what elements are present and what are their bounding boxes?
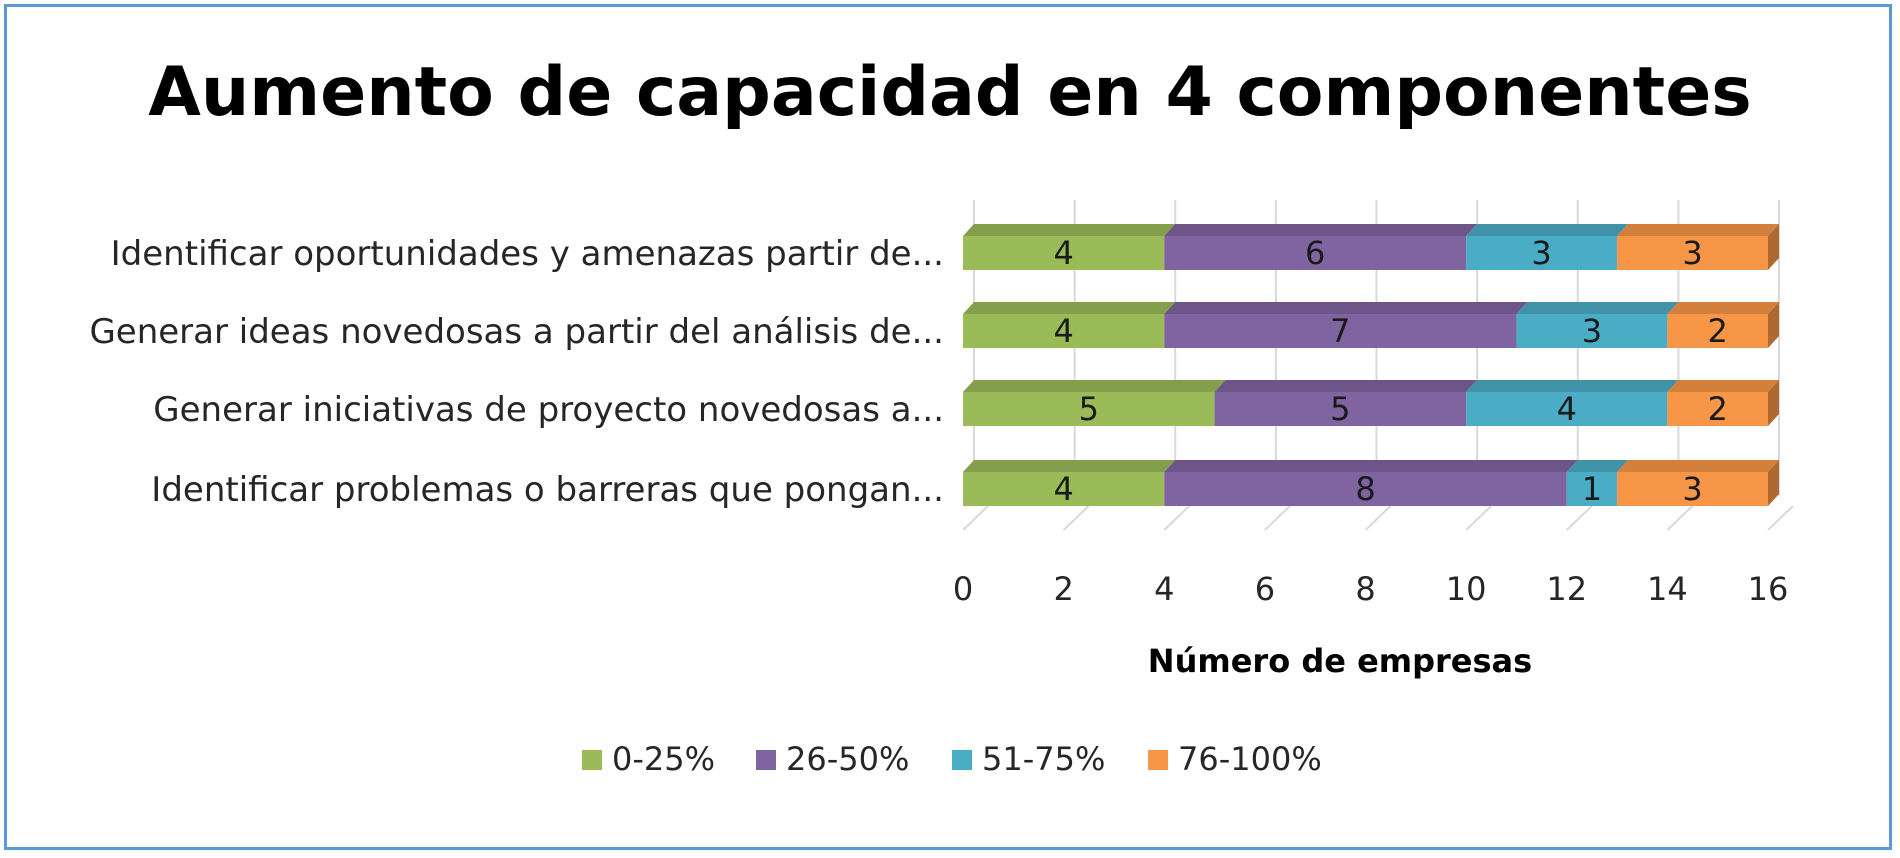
- bar-segment: [963, 314, 1165, 348]
- bar-segment: [963, 392, 1215, 426]
- data-label: 2: [1708, 390, 1728, 428]
- bar-segment: [1617, 472, 1768, 506]
- data-label: 3: [1582, 312, 1602, 350]
- x-tick-label: 10: [1446, 570, 1487, 608]
- bar-side-face: [1768, 302, 1779, 348]
- bar-segment: [1516, 314, 1668, 348]
- bar-top-face: [1164, 224, 1478, 236]
- data-label: 4: [1053, 470, 1073, 508]
- bar-segment: [1164, 314, 1517, 348]
- bar-top-face: [1566, 460, 1629, 472]
- data-label: 5: [1330, 390, 1350, 428]
- x-tick-label: 8: [1355, 570, 1375, 608]
- bar-top-face: [1466, 224, 1629, 236]
- bar-top-face: [1617, 460, 1779, 472]
- bar-segment: [1466, 392, 1668, 426]
- data-label: 3: [1682, 470, 1702, 508]
- x-axis-label: Número de empresas: [1148, 642, 1532, 680]
- bars: 4 6 3 3 4 7 3 2 5 5 4 2 4 8 1 3: [963, 224, 1779, 508]
- legend: 0-25% 26-50% 51-75% 76-100%: [582, 740, 1322, 778]
- bar-top-face: [963, 224, 1176, 236]
- floor-gridline: [1666, 505, 1694, 531]
- data-label: 7: [1330, 312, 1350, 350]
- x-tick-label: 14: [1647, 570, 1688, 608]
- bar-top-face: [1214, 380, 1478, 392]
- bar-segment: [1667, 392, 1768, 426]
- bar-side-face: [1768, 224, 1779, 270]
- data-label: 3: [1531, 234, 1551, 272]
- legend-label: 76-100%: [1178, 740, 1322, 778]
- bar-top-face: [963, 302, 1176, 314]
- floor-gridline: [1364, 505, 1392, 531]
- bar-top-face: [963, 380, 1226, 392]
- floor-gridline: [1163, 505, 1190, 531]
- legend-swatch: [756, 750, 776, 770]
- floor-gridline: [1767, 505, 1794, 531]
- category-label: Identificar problemas o barreras que pon…: [151, 470, 944, 510]
- data-label: 1: [1582, 470, 1602, 508]
- category-label: Generar iniciativas de proyecto novedosa…: [153, 390, 944, 430]
- bar-top-face: [1617, 224, 1779, 236]
- category-label: Identificar oportunidades y amenazas par…: [111, 234, 944, 274]
- x-axis-ticks: 0 2 4 6 8 10 12 14 16: [953, 570, 1789, 608]
- bar-side-face: [1768, 460, 1779, 506]
- bar-top-face: [1516, 302, 1679, 314]
- data-label: 3: [1682, 234, 1702, 272]
- bar-top-face: [963, 460, 1176, 472]
- bar-top-face: [1466, 380, 1679, 392]
- data-label: 2: [1708, 312, 1728, 350]
- chart-title: Aumento de capacidad en 4 componentes: [148, 53, 1752, 132]
- legend-label: 26-50%: [786, 740, 909, 778]
- category-labels: Identificar oportunidades y amenazas par…: [89, 234, 944, 510]
- bar-top-face: [1667, 380, 1779, 392]
- data-label: 4: [1053, 234, 1073, 272]
- bar-segment: [963, 236, 1165, 270]
- floor-gridline: [1566, 505, 1593, 531]
- floor-gridline: [1465, 505, 1492, 531]
- data-label: 6: [1305, 234, 1325, 272]
- data-label: 4: [1557, 390, 1577, 428]
- floor-gridline: [1264, 505, 1291, 531]
- x-tick-label: 16: [1748, 570, 1789, 608]
- bar-segment: [1214, 392, 1467, 426]
- legend-label: 51-75%: [982, 740, 1105, 778]
- legend-swatch: [952, 750, 972, 770]
- x-tick-label: 4: [1154, 570, 1174, 608]
- floor-gridline: [1062, 505, 1090, 531]
- bar-side-face: [1768, 380, 1779, 426]
- bar-segment: [1164, 236, 1467, 270]
- x-tick-label: 12: [1546, 570, 1587, 608]
- bar-top-face: [1164, 460, 1578, 472]
- bar-segment: [1466, 236, 1618, 270]
- category-label: Generar ideas novedosas a partir del aná…: [89, 312, 944, 352]
- bar-segment: [963, 472, 1165, 506]
- data-label: 4: [1053, 312, 1073, 350]
- floor-gridline: [962, 505, 989, 531]
- x-tick-label: 0: [953, 570, 973, 608]
- data-label: 5: [1079, 390, 1099, 428]
- legend-label: 0-25%: [612, 740, 715, 778]
- bar-segment: [1667, 314, 1768, 348]
- bar-segment: [1164, 472, 1567, 506]
- bar-segment: [1566, 472, 1618, 506]
- bar-top-face: [1164, 302, 1528, 314]
- bar-segment: [1617, 236, 1768, 270]
- bar-top-face: [1667, 302, 1779, 314]
- x-tick-label: 6: [1255, 570, 1275, 608]
- x-tick-label: 2: [1053, 570, 1073, 608]
- data-label: 8: [1355, 470, 1375, 508]
- legend-swatch: [582, 750, 602, 770]
- legend-swatch: [1148, 750, 1168, 770]
